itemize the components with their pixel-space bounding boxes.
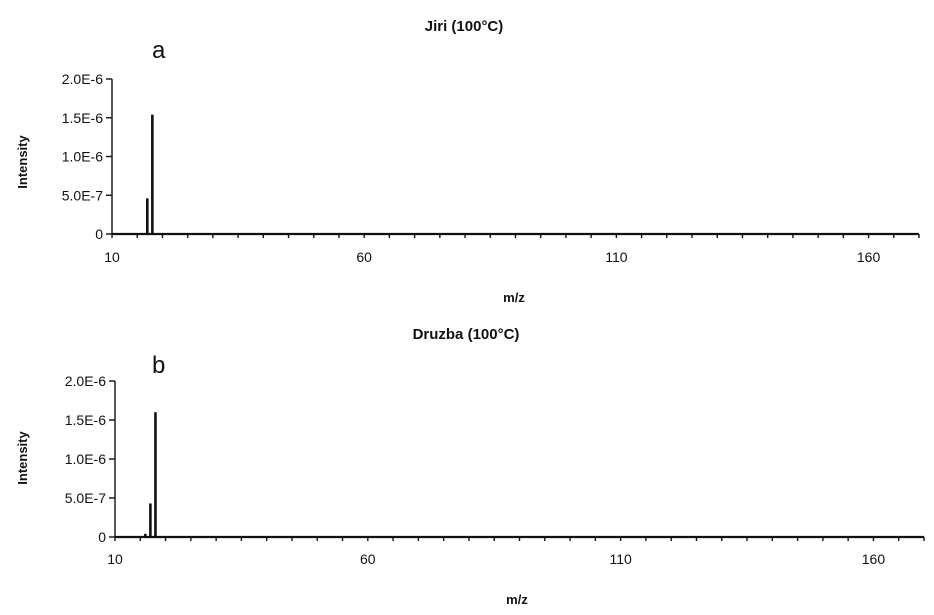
panel-label: b xyxy=(152,352,165,379)
x-tick-label: 60 xyxy=(356,249,372,265)
bar-mark xyxy=(149,503,152,537)
bar-mark xyxy=(144,533,147,537)
bar-mark xyxy=(140,233,144,235)
y-tick-label: 5.0E-7 xyxy=(65,490,106,506)
x-axis-label: m/z xyxy=(503,290,525,305)
x-tick-label: 10 xyxy=(104,249,120,265)
y-tick-label: 2.0E-6 xyxy=(65,373,106,389)
y-tick-label: 1.0E-6 xyxy=(62,149,103,165)
y-tick-label: 0 xyxy=(98,529,106,545)
x-tick-label: 160 xyxy=(862,551,886,567)
x-axis-label: m/z xyxy=(506,592,528,607)
y-tick-label: 1.0E-6 xyxy=(65,451,106,467)
y-axis-label: Intensity xyxy=(15,431,30,485)
y-tick-label: 0 xyxy=(95,226,103,242)
panel-a-jiri: Jiri (100°C) a Intensity m/z 0 5.0E-7 1.0E… xyxy=(15,18,920,305)
y-tick-label: 2.0E-6 xyxy=(62,71,103,87)
x-tick-label: 60 xyxy=(360,551,376,567)
bar-mark xyxy=(146,198,149,234)
chart-title: Druzba (100°C) xyxy=(413,326,520,343)
y-tick-label: 5.0E-7 xyxy=(62,187,103,203)
x-tick-label: 10 xyxy=(107,551,123,567)
panel-b-druzba: Druzba (100°C) b Intensity m/z 0 5.0E-7 1.… xyxy=(15,326,925,607)
x-tick-label: 160 xyxy=(857,249,881,265)
x-tick-label: 110 xyxy=(609,551,632,567)
panel-label: a xyxy=(152,37,166,64)
y-tick-label: 1.5E-6 xyxy=(65,412,106,428)
bar-mark xyxy=(151,114,154,234)
y-axis-label: Intensity xyxy=(15,135,30,189)
y-tick-label: 1.5E-6 xyxy=(62,110,103,126)
x-tick-label: 110 xyxy=(605,249,628,265)
chart-title: Jiri (100°C) xyxy=(425,18,504,35)
bar-mark xyxy=(154,412,157,537)
